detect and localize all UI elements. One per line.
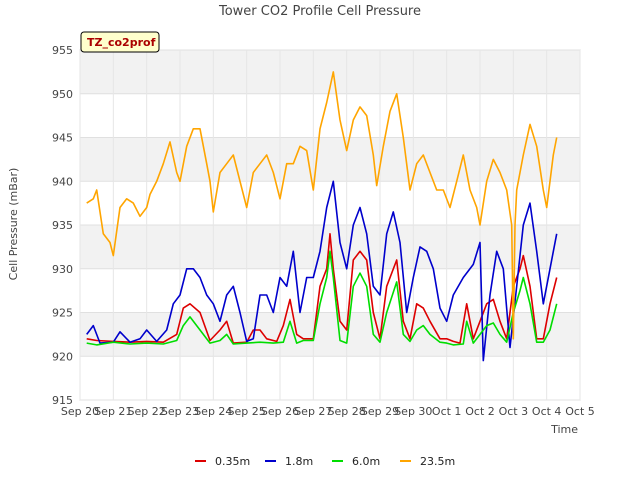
x-tick-label: Sep 24 — [194, 405, 232, 418]
x-tick-label: Sep 26 — [261, 405, 299, 418]
y-tick-label: 935 — [52, 219, 73, 232]
x-tick-label: Sep 29 — [361, 405, 399, 418]
y-axis-label: Cell Pressure (mBar) — [7, 168, 20, 281]
y-tick-label: 925 — [52, 307, 73, 320]
badge-box — [80, 31, 160, 53]
grid-band — [80, 225, 580, 269]
y-tick-label: 915 — [52, 394, 73, 407]
x-tick-label: Sep 25 — [228, 405, 266, 418]
legend-label-23.5m: 23.5m — [420, 455, 455, 468]
y-tick-label: 930 — [52, 263, 73, 276]
y-tick-label: 950 — [52, 88, 73, 101]
badge-label: TZ_co2prof — [87, 36, 156, 49]
x-tick-label: Oct 1 — [432, 405, 462, 418]
x-tick-label: Oct 2 — [465, 405, 495, 418]
x-tick-label: Sep 30 — [394, 405, 432, 418]
series-line-6.0m — [86, 250, 558, 346]
x-axis-label: Time — [550, 423, 578, 436]
x-tick-label: Sep 28 — [328, 405, 366, 418]
x-tick-label: Sep 21 — [94, 405, 132, 418]
y-axis: 915 920 925 930 935 940 945 950 955 — [52, 44, 73, 407]
series-line-0.35m — [86, 233, 558, 344]
y-tick-label: 940 — [52, 175, 73, 188]
x-tick-label: Oct 4 — [532, 405, 562, 418]
x-tick-label: Sep 20 — [61, 405, 99, 418]
legend-label-0.35m: 0.35m — [215, 455, 250, 468]
x-tick-label: Sep 23 — [161, 405, 199, 418]
y-tick-label: 945 — [52, 132, 73, 145]
x-tick-label: Oct 3 — [499, 405, 529, 418]
x-tick-label: Sep 22 — [128, 405, 166, 418]
station-badge: TZ_co2prof — [80, 31, 160, 53]
chart-title: Tower CO2 Profile Cell Pressure — [218, 4, 421, 19]
grid-bands — [80, 50, 580, 357]
y-tick-label: 920 — [52, 350, 73, 363]
y-tick-label: 955 — [52, 44, 73, 57]
grid-band — [80, 137, 580, 182]
legend-label-6.0m: 6.0m — [352, 455, 380, 468]
series-line-23.5m — [86, 71, 558, 340]
series-lines — [86, 71, 558, 362]
legend: 0.35m 1.8m 6.0m 23.5m — [195, 455, 455, 468]
series-line-1.8m — [86, 180, 558, 362]
x-tick-label: Oct 5 — [565, 405, 595, 418]
x-tick-label: Sep 27 — [294, 405, 332, 418]
legend-label-1.8m: 1.8m — [285, 455, 313, 468]
